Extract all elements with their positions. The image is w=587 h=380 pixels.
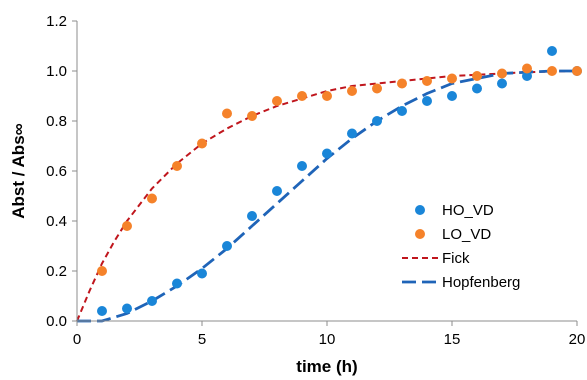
y-tick-label: 0.0 [46,313,67,330]
data-point-lo_vd [572,66,582,76]
data-point-ho_vd [172,278,182,289]
data-point-lo_vd [297,91,307,101]
data-point-ho_vd [272,186,282,196]
data-point-ho_vd [497,78,507,89]
legend-label-hopfenberg: Hopfenberg [442,274,520,291]
data-point-lo_vd [197,138,207,149]
y-tick-label: 0.8 [46,113,67,130]
legend-marker-ho_vd [415,205,425,215]
data-point-lo_vd [172,161,182,171]
legend-marker-lo_vd [415,229,425,239]
data-point-ho_vd [397,106,407,116]
data-point-ho_vd [547,46,557,56]
plot-points [97,46,582,316]
data-point-ho_vd [197,268,207,279]
data-point-lo_vd [122,221,132,231]
x-axis-title: time (h) [296,357,357,376]
data-point-lo_vd [522,63,532,74]
legend: HO_VD LO_VD Fick Hopfenberg [402,202,520,291]
data-point-lo_vd [272,96,282,106]
data-point-ho_vd [347,128,357,139]
x-tick-label: 20 [569,331,586,348]
data-point-ho_vd [97,306,107,316]
data-point-lo_vd [347,86,357,96]
data-point-lo_vd [97,266,107,276]
x-tick-label: 0 [73,331,81,348]
data-point-ho_vd [222,241,232,251]
y-tick-label: 1.2 [46,13,67,30]
legend-label-ho_vd: HO_VD [442,202,494,219]
data-point-lo_vd [422,76,432,86]
x-tick-label: 10 [319,331,336,348]
data-point-lo_vd [147,193,157,204]
data-point-ho_vd [122,303,132,314]
y-tick-label: 0.6 [46,163,67,180]
data-point-ho_vd [372,116,382,126]
data-point-lo_vd [372,83,382,94]
legend-label-lo_vd: LO_VD [442,226,491,243]
data-point-lo_vd [247,111,257,121]
y-tick-label: 1.0 [46,63,67,80]
data-point-lo_vd [447,73,457,84]
data-point-lo_vd [547,66,557,76]
data-point-ho_vd [447,91,457,101]
data-point-ho_vd [472,83,482,94]
data-point-lo_vd [222,108,232,119]
data-point-lo_vd [397,78,407,89]
data-point-lo_vd [472,71,482,81]
legend-label-fick: Fick [442,250,470,267]
x-tick-label: 15 [444,331,461,348]
y-axis-title: Abst / Abs∞ [9,123,28,219]
data-point-ho_vd [147,296,157,306]
data-point-lo_vd [497,68,507,79]
data-point-ho_vd [522,71,532,81]
data-point-ho_vd [422,96,432,106]
x-tick-label: 5 [198,331,206,348]
data-point-ho_vd [247,211,257,221]
data-point-ho_vd [322,148,332,159]
data-point-lo_vd [322,91,332,101]
y-tick-label: 0.2 [46,263,67,280]
data-point-ho_vd [297,161,307,171]
y-tick-label: 0.4 [46,213,67,230]
ticks: 0.0 0.2 0.4 0.6 0.8 1.0 1.2 0 5 10 15 20 [46,13,585,348]
